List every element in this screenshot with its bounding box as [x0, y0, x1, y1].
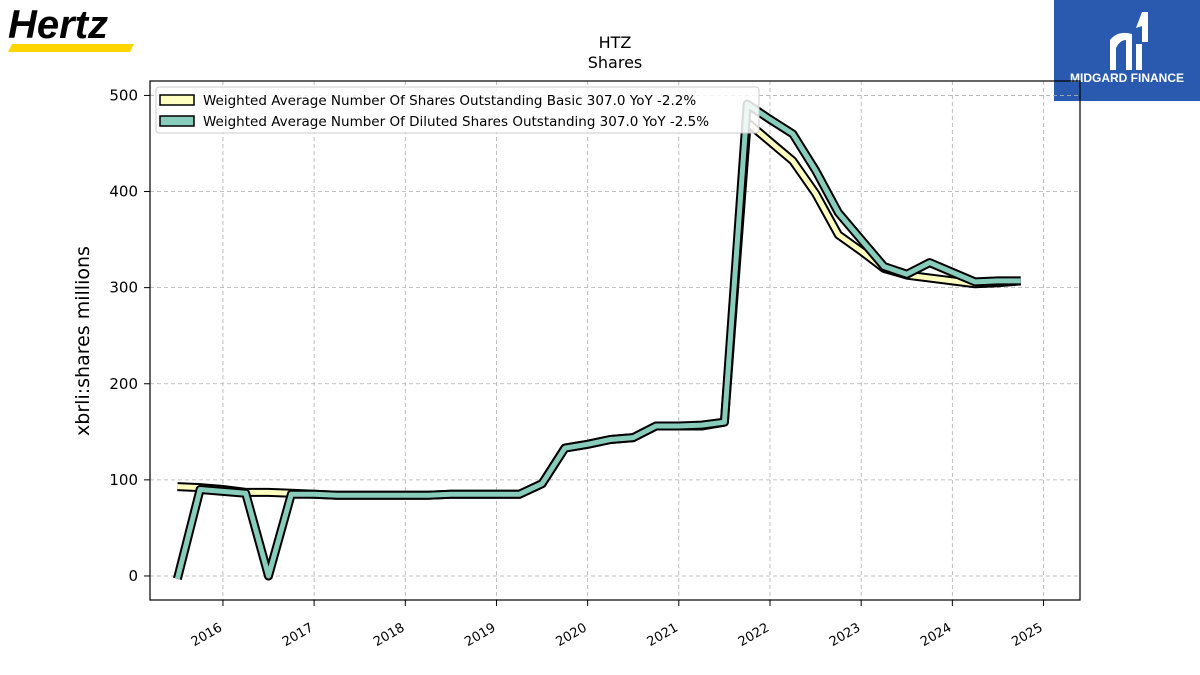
x-tick-label: 2022	[736, 620, 772, 650]
series-layer	[173, 99, 1022, 581]
hertz-logo-text: Hertz	[8, 3, 108, 47]
y-axis-label: xbrli:shares millions	[72, 246, 94, 436]
grid	[150, 81, 1080, 600]
legend: Weighted Average Number Of Shares Outsta…	[155, 86, 760, 134]
hertz-logo: Hertz	[6, 2, 138, 54]
y-tick-label: 400	[109, 183, 138, 201]
legend-swatch-basic	[159, 94, 195, 106]
series-1-line	[174, 101, 1021, 580]
midgard-emblem-icon	[1110, 12, 1148, 70]
x-tick-label: 2023	[827, 620, 863, 650]
midgard-finance-logo: MIDGARD FINANCE	[1054, 0, 1200, 101]
x-tick-label: 2016	[189, 620, 225, 650]
x-tick-label: 2018	[371, 620, 407, 650]
x-tick-label: 2021	[645, 620, 681, 650]
axis-ticks: 0 100 200 300 400 500 2016 2017 2018 2019 2020 2021…	[109, 86, 1045, 650]
plot-frame	[149, 80, 1081, 601]
chart-title: HTZ	[599, 33, 632, 52]
y-tick-label: 500	[109, 86, 138, 104]
chart-subtitle: Shares	[588, 53, 643, 72]
legend-box	[155, 86, 760, 134]
legend-label-basic: Weighted Average Number Of Shares Outsta…	[203, 93, 696, 109]
x-tick-label: 2020	[553, 620, 589, 650]
legend-label-diluted: Weighted Average Number Of Diluted Share…	[203, 114, 709, 130]
y-tick-label: 300	[109, 279, 138, 297]
y-tick-label: 0	[128, 567, 138, 585]
x-tick-label: 2025	[1009, 620, 1045, 650]
midgard-finance-text: MIDGARD FINANCE	[1070, 71, 1184, 85]
hertz-logo-bar	[8, 44, 134, 52]
legend-swatch-diluted	[159, 115, 195, 127]
x-tick-label: 2017	[280, 620, 316, 650]
x-tick-label: 2024	[918, 620, 954, 650]
series-1-outline	[173, 99, 1021, 581]
y-tick-label: 100	[109, 471, 138, 489]
y-tick-label: 200	[109, 375, 138, 393]
x-tick-label: 2019	[462, 620, 498, 650]
